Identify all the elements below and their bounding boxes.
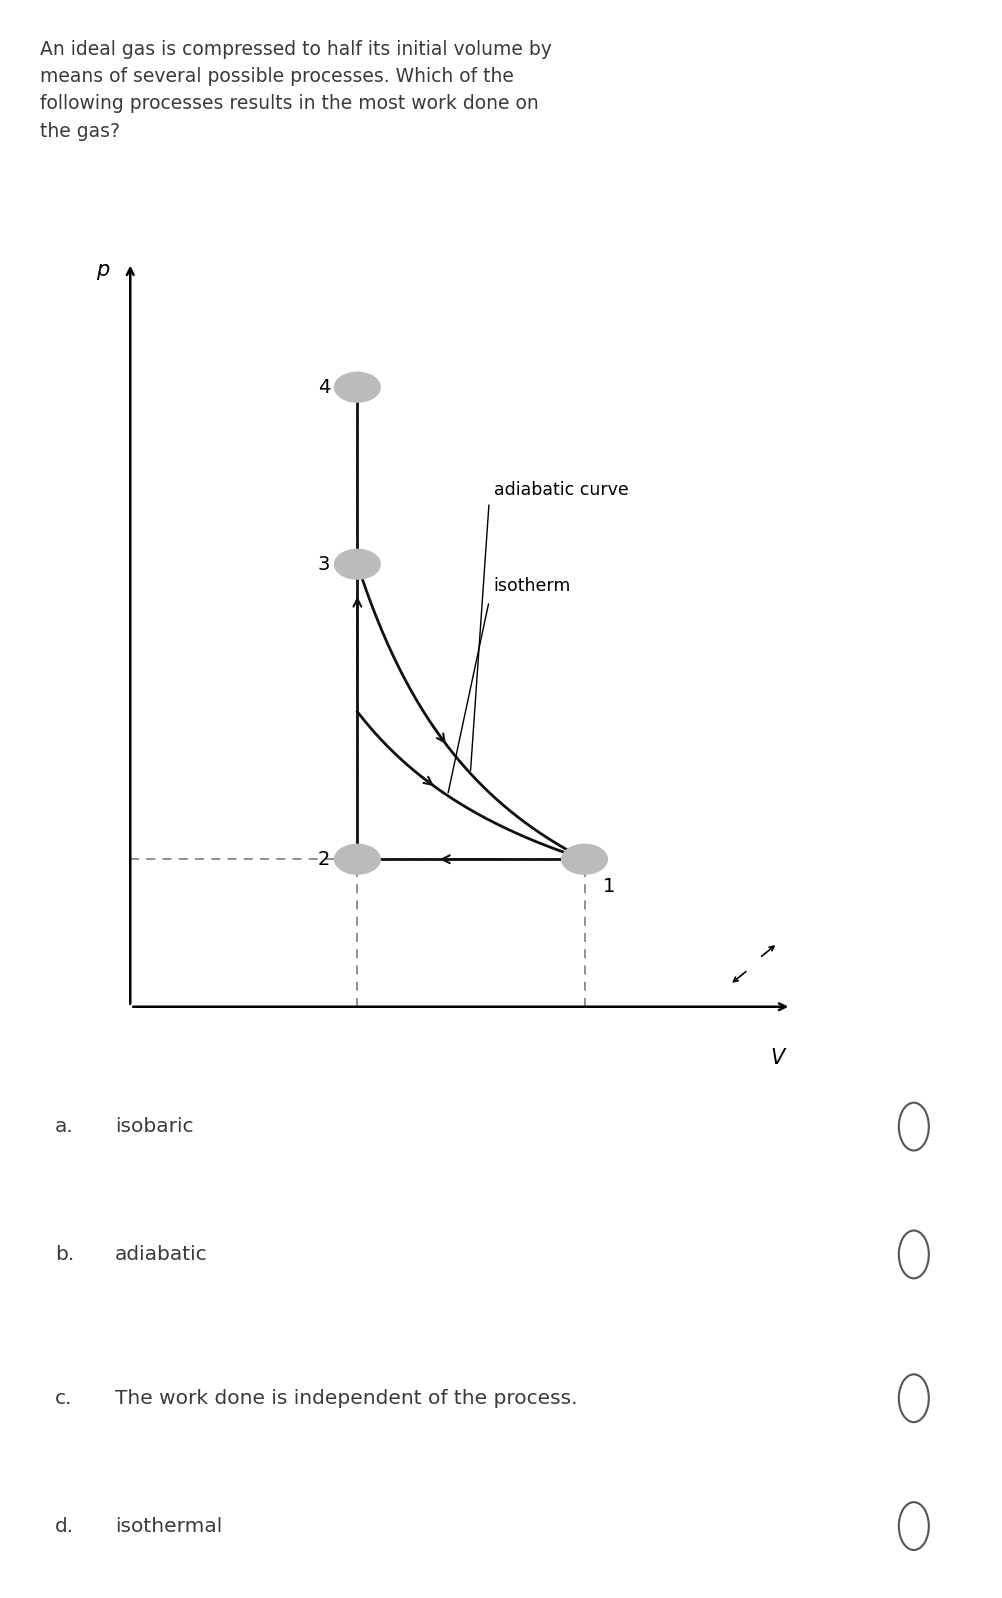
Text: 3: 3 [318, 555, 330, 574]
Circle shape [335, 372, 380, 403]
Circle shape [899, 1230, 929, 1278]
Text: 1: 1 [602, 877, 615, 896]
Text: adiabatic curve: adiabatic curve [494, 481, 628, 500]
Text: b.: b. [55, 1245, 74, 1264]
Text: d.: d. [55, 1517, 74, 1536]
Text: V: V [771, 1048, 785, 1069]
Circle shape [562, 844, 607, 874]
Text: 4: 4 [318, 377, 330, 396]
Text: c.: c. [55, 1389, 72, 1408]
Text: isotherm: isotherm [494, 577, 571, 596]
Circle shape [899, 1502, 929, 1550]
Text: a.: a. [55, 1117, 74, 1136]
Text: 2: 2 [318, 850, 330, 869]
Text: isobaric: isobaric [115, 1117, 193, 1136]
Circle shape [335, 550, 380, 578]
Text: The work done is independent of the process.: The work done is independent of the proc… [115, 1389, 578, 1408]
Text: adiabatic: adiabatic [115, 1245, 207, 1264]
Circle shape [899, 1103, 929, 1151]
Text: An ideal gas is compressed to half its initial volume by
means of several possib: An ideal gas is compressed to half its i… [40, 40, 552, 141]
Text: isothermal: isothermal [115, 1517, 222, 1536]
Circle shape [335, 844, 380, 874]
Circle shape [899, 1374, 929, 1422]
Text: p: p [96, 260, 109, 280]
